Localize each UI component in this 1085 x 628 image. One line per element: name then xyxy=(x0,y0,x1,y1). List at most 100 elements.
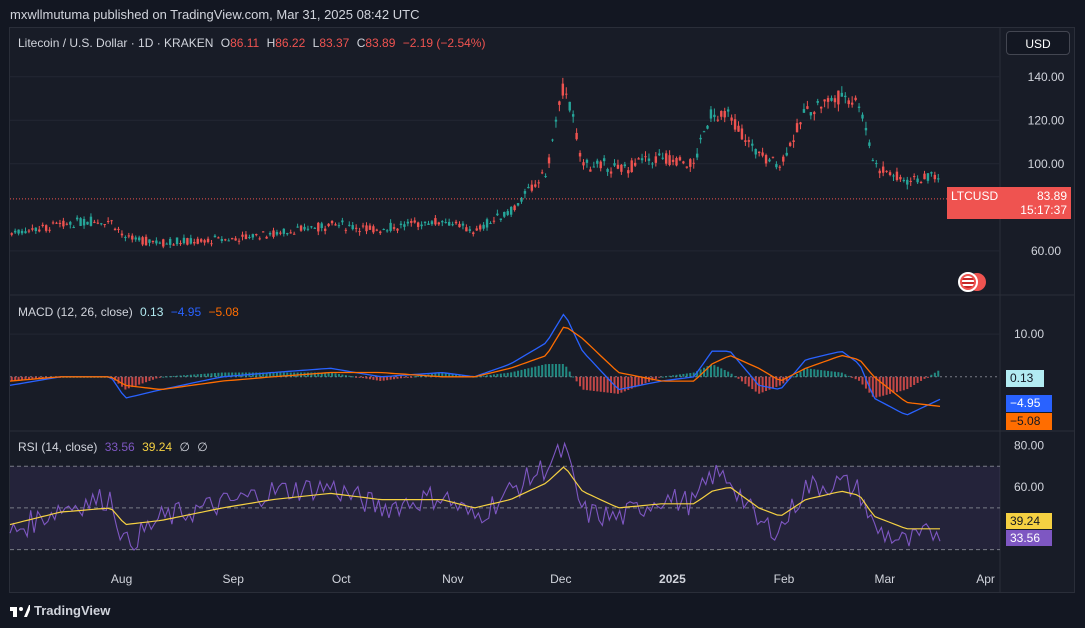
candle-body xyxy=(854,97,857,101)
low-label: L xyxy=(312,36,320,50)
macd-histogram-bar xyxy=(479,376,482,378)
macd-histogram-bar xyxy=(506,372,509,377)
candle-body xyxy=(509,207,513,215)
candle-body xyxy=(613,163,616,166)
candle-body xyxy=(778,166,782,168)
candle-body xyxy=(823,99,826,102)
candle-body xyxy=(816,100,819,103)
macd-histogram-bar xyxy=(737,376,740,379)
tradingview-brand: TradingView xyxy=(34,603,111,618)
candle-body xyxy=(396,228,399,231)
currency-button[interactable]: USD xyxy=(1006,31,1070,55)
candle-body xyxy=(368,225,372,230)
macd-histogram-bar xyxy=(551,364,554,377)
candle-body xyxy=(630,160,633,172)
candle-body xyxy=(220,238,224,242)
candle-body xyxy=(475,228,478,231)
macd-histogram-bar xyxy=(131,376,134,388)
macd-histogram-bar xyxy=(847,375,850,377)
candle-body xyxy=(554,119,558,122)
candle-body xyxy=(768,159,771,162)
macd-histogram-bar xyxy=(351,376,354,378)
macd-histogram-bar xyxy=(620,376,623,393)
candle-body xyxy=(730,117,733,121)
candle-body xyxy=(292,233,296,235)
macd-histogram-bar xyxy=(127,376,130,389)
candle-body xyxy=(410,220,413,223)
candle-body xyxy=(244,234,248,240)
candle-body xyxy=(757,151,761,154)
candle-body xyxy=(27,230,31,232)
macd-histogram-bar xyxy=(324,372,327,377)
candle-body xyxy=(93,221,96,223)
candle-body xyxy=(162,239,165,247)
macd-histogram-bar xyxy=(675,374,678,377)
macd-histogram-bar xyxy=(682,373,685,377)
candle-body xyxy=(375,229,379,231)
time-axis-label: Dec xyxy=(550,572,571,586)
macd-histogram-bar xyxy=(589,376,592,391)
macd-histogram-bar xyxy=(355,376,358,378)
candle-body xyxy=(151,241,155,243)
candle-body xyxy=(847,100,850,105)
macd-histogram-bar xyxy=(379,376,382,381)
candle-body xyxy=(520,197,523,202)
candle-body xyxy=(320,223,323,229)
rsi-tick-label: 60.00 xyxy=(1014,480,1044,494)
macd-histogram-bar xyxy=(410,376,413,378)
macd-histogram-bar xyxy=(182,375,185,377)
candle-body xyxy=(189,238,193,244)
candle-body xyxy=(788,142,792,146)
macd-histogram-bar xyxy=(313,372,316,377)
macd-histogram-bar xyxy=(723,370,726,377)
macd-histogram-bar xyxy=(513,371,516,377)
candle-body xyxy=(182,237,186,244)
macd-histogram-bar xyxy=(582,376,585,390)
candle-body xyxy=(41,224,44,227)
tradingview-footer[interactable]: TradingView xyxy=(10,603,110,618)
candle-body xyxy=(224,239,227,241)
price-tick-label: 120.00 xyxy=(1028,113,1065,127)
macd-histogram-bar xyxy=(754,376,757,392)
macd-histogram-bar xyxy=(382,376,385,381)
events-icon[interactable] xyxy=(958,272,988,292)
macd-histogram-bar xyxy=(458,374,461,377)
macd-histogram-bar xyxy=(895,376,898,393)
macd-histogram-bar xyxy=(399,376,402,379)
candle-body xyxy=(826,98,830,102)
macd-histogram-bar xyxy=(269,372,272,377)
macd-histogram-bar xyxy=(730,373,733,377)
macd-histogram-bar xyxy=(630,376,633,389)
candle-body xyxy=(468,229,472,231)
close-value: 83.89 xyxy=(365,36,396,50)
candle-body xyxy=(623,164,627,167)
tradingview-logo-icon xyxy=(10,604,30,617)
candle-body xyxy=(523,191,527,194)
candle-body xyxy=(255,234,258,236)
macd-histogram-bar xyxy=(654,376,657,380)
candle-body xyxy=(664,153,668,164)
macd-histogram-bar xyxy=(317,372,320,377)
candle-body xyxy=(165,243,168,245)
candle-body xyxy=(537,182,540,184)
candle-body xyxy=(668,155,671,166)
candle-body xyxy=(127,235,131,237)
candle-body xyxy=(513,205,516,211)
candle-body xyxy=(647,158,651,161)
macd-signal-tag: −5.08 xyxy=(1006,413,1052,430)
macd-histogram-bar xyxy=(451,373,454,377)
candle-body xyxy=(937,178,940,180)
candle-body xyxy=(830,97,833,101)
candle-body xyxy=(868,142,871,146)
macd-histogram-bar xyxy=(854,376,857,380)
price-tag-countdown: 15:17:37 xyxy=(1020,203,1067,217)
time-axis-label: Nov xyxy=(442,572,463,586)
candle-body xyxy=(361,225,365,227)
candle-body xyxy=(861,114,864,119)
candle-body xyxy=(251,234,255,238)
candle-body xyxy=(447,221,451,226)
macd-histogram-bar xyxy=(875,376,878,398)
macd-hist-tag: 0.13 xyxy=(1006,370,1044,387)
candle-body xyxy=(248,236,251,238)
candle-body xyxy=(840,92,844,97)
